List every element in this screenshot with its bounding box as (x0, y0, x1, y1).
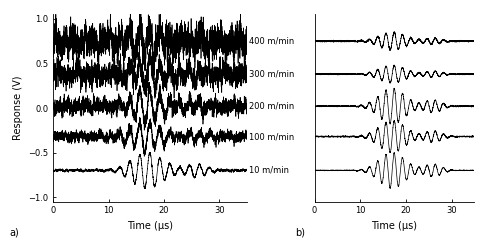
Text: a): a) (10, 228, 19, 238)
Text: 10 m/min: 10 m/min (249, 166, 289, 175)
Text: b): b) (295, 228, 305, 238)
Text: 400 m/min: 400 m/min (249, 37, 294, 46)
X-axis label: Time (μs): Time (μs) (127, 221, 173, 231)
Text: 200 m/min: 200 m/min (249, 102, 294, 111)
Text: 100 m/min: 100 m/min (249, 132, 294, 141)
X-axis label: Time (μs): Time (μs) (371, 221, 418, 231)
Y-axis label: Response (V): Response (V) (13, 76, 23, 140)
Text: 300 m/min: 300 m/min (249, 70, 295, 79)
